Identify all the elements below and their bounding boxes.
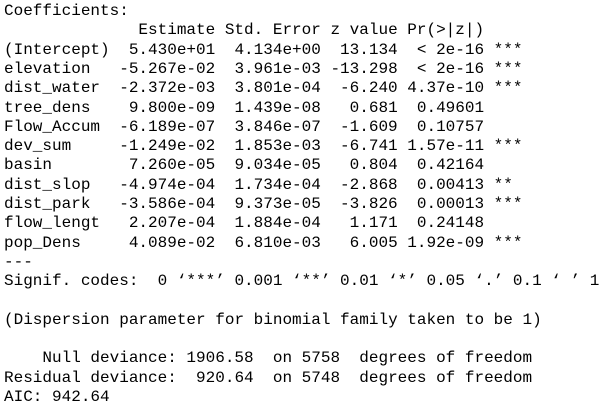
deviance-line: Null deviance: 1906.58 on 5758 degrees of … [4,349,614,368]
row-name: flow_lengt [4,214,101,233]
coef-cell: 7.260e-05 [128,156,216,175]
row-name: dist_park [4,195,91,213]
coef-row: basin 7.260e-05 9.034e-05 0.804 0.42164 [4,156,614,175]
deviance-label: Null deviance: [42,349,177,368]
coef-cell: 3.801e-04 [234,79,321,98]
dispersion-line: (Dispersion parameter for binomial famil… [4,311,614,330]
coef-cell: 9.034e-05 [234,156,321,175]
signif-stars: *** [493,40,523,59]
row-name: (Intercept) [4,40,110,59]
deviance-value: 920.64 [196,368,254,387]
deviance-df: on 5758 degrees of freedom [272,349,533,368]
row-name: basin [4,156,53,175]
row-name: tree_dens [4,98,91,117]
coef-cell: 1.853e-03 [234,137,321,156]
column-header: Std. Error [224,21,321,40]
coef-cell: -6.189e-07 [119,117,216,136]
coef-cell: 13.134 [340,40,398,59]
dispersion-note: (Dispersion parameter for binomial famil… [4,310,542,329]
coef-cell: -6.240 [340,79,398,98]
signif-stars: *** [493,59,523,78]
row-name: pop_Dens [4,233,81,252]
coef-cell: 1.884e-04 [234,214,321,233]
signif-stars: *** [493,137,523,156]
coef-cell: 3.846e-07 [234,117,321,136]
coef-cell: 4.37e-10 [407,79,485,98]
deviance-df: on 5748 degrees of freedom [272,368,533,387]
coef-cell: -4.974e-04 [119,175,216,194]
header-line: Coefficients: [4,2,614,21]
coef-cell: 1.439e-08 [234,98,321,117]
signif-codes: Signif. codes: 0 ‘***’ 0.001 ‘**’ 0.01 ‘… [4,272,600,291]
coef-cell: 0.24148 [416,214,485,233]
coef-row: elevation -5.267e-02 3.961e-03 -13.298 < 2e-… [4,60,614,79]
coef-row: flow_lengt 2.207e-04 1.884e-04 1.171 0.24148 [4,214,614,233]
coef-cell: 0.49601 [416,98,485,117]
coef-cell: -1.249e-02 [119,137,216,156]
coef-cell: 2.207e-04 [128,214,216,233]
row-name: Flow_Accum [4,117,101,136]
coef-cell: -2.372e-03 [119,79,216,98]
aic: AIC: 942.64 [4,388,110,406]
coef-cell: 0.10757 [416,117,485,136]
coef-cell: 3.961e-03 [234,59,321,78]
coef-cell: 9.800e-09 [128,98,216,117]
coef-cell: 1.734e-04 [234,175,321,194]
coef-cell: 4.134e+00 [234,40,321,59]
coef-cell: 6.005 [349,233,398,252]
coef-row: tree_dens 9.800e-09 1.439e-08 0.681 0.49601 [4,99,614,118]
coef-cell: -6.741 [340,137,398,156]
column-header: Estimate [138,21,216,40]
signif-line: Signif. codes: 0 ‘***’ 0.001 ‘**’ 0.01 ‘… [4,272,614,291]
coef-cell: -5.267e-02 [119,59,216,78]
coef-cell: 0.42164 [416,156,485,175]
coef-cell: -1.609 [340,117,398,136]
row-name: elevation [4,59,91,78]
aic-line: AIC: 942.64 [4,388,614,407]
coef-row: pop_Dens 4.089e-02 6.810e-03 6.005 1.92e-09 *… [4,234,614,253]
row-name: dev_sum [4,137,72,156]
coef-cell: 5.430e+01 [128,40,216,59]
coef-cell: < 2e-16 [416,59,485,78]
coef-cell: -2.868 [340,175,398,194]
coef-cell: 1.171 [349,214,398,233]
coef-row: dist_park -3.586e-04 9.373e-05 -3.826 0.0001… [4,195,614,214]
signif-stars: *** [493,195,523,213]
column-header-line: Estimate Std. Error z value Pr(>|z|) [4,21,614,40]
coef-cell: 0.00013 [416,195,485,213]
coef-cell: -3.826 [340,195,398,213]
coef-row: dev_sum -1.249e-02 1.853e-03 -6.741 1.57e-11… [4,137,614,156]
deviance-value: 1906.58 [186,349,254,368]
coef-cell: -3.586e-04 [119,195,216,213]
coef-row: dist_water -2.372e-03 3.801e-04 -6.240 4.37e… [4,79,614,98]
column-header: z value [330,21,398,40]
coef-cell: 4.089e-02 [128,233,216,252]
coef-cell: 0.00413 [416,175,485,194]
separator-line: --- [4,253,614,272]
coef-cell: 0.681 [349,98,398,117]
coef-row: (Intercept) 5.430e+01 4.134e+00 13.134 < 2e-… [4,41,614,60]
deviance-label: Residual deviance: [4,368,177,387]
separator: --- [4,252,33,271]
column-header: Pr(>|z|) [407,21,485,40]
header: Coefficients: [4,2,129,20]
coef-cell: 0.804 [349,156,398,175]
coef-cell: 1.92e-09 [407,233,485,252]
row-name: dist_slop [4,175,91,194]
coef-row: dist_slop -4.974e-04 1.734e-04 -2.868 0.0041… [4,176,614,195]
row-name: dist_water [4,79,101,98]
signif-stars: ** [493,175,513,194]
coef-cell: < 2e-16 [416,40,485,59]
coef-cell: -13.298 [330,59,398,78]
coef-row: Flow_Accum -6.189e-07 3.846e-07 -1.609 0.107… [4,118,614,137]
signif-stars: *** [493,233,523,252]
coef-cell: 1.57e-11 [407,137,485,156]
coef-cell: 9.373e-05 [234,195,321,213]
signif-stars: *** [493,79,523,98]
deviance-line: Residual deviance: 920.64 on 5748 degrees … [4,369,614,388]
coef-cell: 6.810e-03 [234,233,321,252]
